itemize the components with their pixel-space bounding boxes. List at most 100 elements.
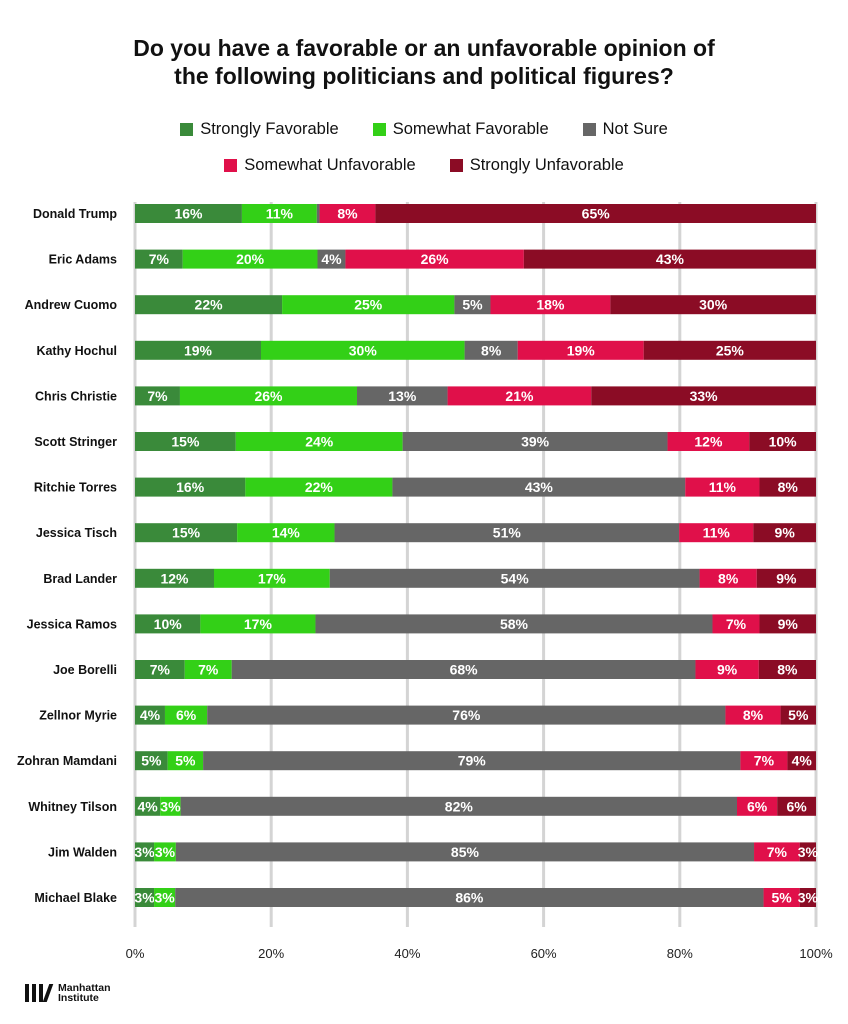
data-label-chris-christie-strongly-unfavorable: 33% [690, 388, 719, 404]
bar-chris-christie-somewhat-unfavorable [447, 386, 592, 406]
data-label-jim-walden-strongly-favorable: 3% [134, 844, 155, 860]
data-label-jim-walden-strongly-unfavorable: 3% [798, 844, 819, 860]
bar-kathy-hochul-somewhat-unfavorable [517, 340, 644, 360]
row-label-andrew-cuomo: Andrew Cuomo [25, 298, 118, 312]
bar-chris-christie-not-sure [357, 386, 448, 406]
x-tick-label-80: 80% [667, 946, 693, 961]
bar-zellnor-myrie-strongly-unfavorable [780, 705, 816, 725]
legend-label-strongly-favorable: Strongly Favorable [200, 120, 339, 138]
bar-scott-stringer-somewhat-favorable [235, 432, 403, 451]
bar-michael-blake-strongly-unfavorable [799, 888, 816, 907]
bar-joe-borelli-strongly-unfavorable [758, 660, 816, 679]
logo-text-line-2: Institute [58, 992, 99, 1004]
bar-donald-trump-strongly-favorable [135, 204, 242, 223]
bar-donald-trump-somewhat-unfavorable [319, 204, 376, 223]
data-label-andrew-cuomo-strongly-unfavorable: 30% [699, 297, 728, 313]
row-label-joe-borelli: Joe Borelli [53, 663, 117, 677]
bar-zohran-mamdani-strongly-favorable [135, 751, 168, 771]
data-label-zellnor-myrie-somewhat-favorable: 6% [176, 707, 197, 723]
data-label-jessica-ramos-somewhat-unfavorable: 7% [726, 616, 747, 632]
data-label-brad-lander-strongly-unfavorable: 9% [776, 570, 797, 586]
data-label-chris-christie-not-sure: 13% [388, 388, 417, 404]
bar-jessica-ramos-strongly-unfavorable [759, 614, 816, 634]
data-label-michael-blake-not-sure: 86% [455, 890, 484, 906]
data-label-jessica-ramos-somewhat-favorable: 17% [244, 616, 273, 632]
row-label-brad-lander: Brad Lander [43, 572, 117, 586]
bar-michael-blake-somewhat-favorable [154, 888, 176, 907]
data-label-jim-walden-not-sure: 85% [451, 844, 480, 860]
row-label-jessica-ramos: Jessica Ramos [27, 617, 117, 631]
bar-joe-borelli-strongly-favorable [135, 660, 185, 679]
row-label-ritchie-torres: Ritchie Torres [34, 481, 117, 495]
legend-row-1: Strongly Favorable Somewhat Favorable No… [0, 120, 848, 139]
row-label-zohran-mamdani: Zohran Mamdani [17, 754, 117, 768]
bar-zellnor-myrie-not-sure [207, 705, 726, 725]
bar-ritchie-torres-strongly-unfavorable [759, 477, 816, 497]
bar-eric-adams-strongly-unfavorable [523, 249, 816, 269]
data-label-scott-stringer-not-sure: 39% [521, 434, 550, 450]
row-label-donald-trump: Donald Trump [33, 207, 117, 221]
data-label-andrew-cuomo-not-sure: 5% [462, 297, 483, 313]
data-label-whitney-tilson-strongly-favorable: 4% [137, 798, 158, 814]
bar-donald-trump-somewhat-favorable [241, 204, 317, 223]
x-tick-label-0: 0% [126, 946, 145, 961]
bar-michael-blake-strongly-favorable [135, 888, 155, 907]
data-label-jessica-ramos-strongly-favorable: 10% [154, 616, 183, 632]
bar-andrew-cuomo-somewhat-favorable [282, 295, 455, 315]
data-label-michael-blake-somewhat-unfavorable: 5% [771, 890, 792, 906]
bar-kathy-hochul-strongly-favorable [135, 340, 261, 360]
bar-scott-stringer-strongly-unfavorable [749, 432, 816, 451]
data-label-eric-adams-not-sure: 4% [321, 251, 342, 267]
data-label-kathy-hochul-strongly-favorable: 19% [184, 342, 213, 358]
bar-joe-borelli-somewhat-unfavorable [695, 660, 759, 679]
legend-swatch-somewhat-unfavorable [224, 159, 238, 172]
bar-jim-walden-somewhat-favorable [154, 842, 176, 862]
legend-swatch-not-sure [582, 123, 596, 136]
bar-kathy-hochul-strongly-unfavorable [643, 340, 816, 360]
bar-whitney-tilson-somewhat-favorable [160, 796, 181, 816]
data-label-zohran-mamdani-strongly-unfavorable: 4% [792, 753, 813, 769]
data-label-joe-borelli-strongly-favorable: 7% [150, 662, 171, 678]
bar-whitney-tilson-strongly-favorable [135, 796, 161, 816]
data-label-scott-stringer-somewhat-favorable: 24% [305, 434, 334, 450]
bar-jessica-tisch-not-sure [334, 523, 680, 543]
data-label-michael-blake-somewhat-favorable: 3% [155, 890, 176, 906]
legend-item-strongly-favorable: Strongly Favorable [180, 120, 339, 139]
data-label-chris-christie-strongly-favorable: 7% [147, 388, 168, 404]
bar-brad-lander-strongly-unfavorable [756, 568, 816, 588]
bar-jessica-tisch-somewhat-unfavorable [679, 523, 754, 543]
bar-brad-lander-somewhat-favorable [213, 568, 330, 588]
bar-kathy-hochul-somewhat-favorable [260, 340, 465, 360]
bar-ritchie-torres-strongly-favorable [135, 477, 246, 497]
bar-jim-walden-not-sure [175, 842, 755, 862]
legend-label-somewhat-favorable: Somewhat Favorable [392, 120, 549, 138]
data-label-jessica-tisch-somewhat-favorable: 14% [272, 525, 301, 541]
bar-whitney-tilson-strongly-unfavorable [777, 796, 816, 816]
data-label-scott-stringer-somewhat-unfavorable: 12% [694, 434, 723, 450]
x-tick-label-20: 20% [258, 946, 284, 961]
bar-zellnor-myrie-somewhat-unfavorable [725, 705, 781, 725]
bar-zohran-mamdani-somewhat-unfavorable [740, 751, 788, 771]
bar-jessica-tisch-strongly-favorable [135, 523, 238, 543]
row-label-chris-christie: Chris Christie [35, 389, 117, 403]
bar-brad-lander-not-sure [329, 568, 700, 588]
bar-ritchie-torres-somewhat-unfavorable [685, 477, 760, 497]
data-label-brad-lander-somewhat-unfavorable: 8% [718, 570, 739, 586]
data-label-ritchie-torres-strongly-unfavorable: 8% [778, 479, 799, 495]
bar-ritchie-torres-somewhat-favorable [245, 477, 393, 497]
data-label-ritchie-torres-somewhat-unfavorable: 11% [709, 479, 737, 495]
data-label-whitney-tilson-strongly-unfavorable: 6% [786, 798, 807, 814]
row-label-whitney-tilson: Whitney Tilson [28, 800, 117, 814]
bar-brad-lander-strongly-favorable [135, 568, 214, 588]
bar-andrew-cuomo-somewhat-unfavorable [490, 295, 611, 315]
data-label-jessica-tisch-somewhat-unfavorable: 11% [703, 525, 731, 541]
data-label-jim-walden-somewhat-unfavorable: 7% [767, 844, 788, 860]
bar-jim-walden-strongly-favorable [135, 842, 155, 862]
bar-jessica-tisch-somewhat-favorable [237, 523, 335, 543]
legend-item-somewhat-favorable: Somewhat Favorable [372, 120, 549, 139]
chart-title: Do you have a favorable or an unfavorabl… [0, 34, 848, 90]
data-label-jessica-tisch-not-sure: 51% [493, 525, 522, 541]
bar-scott-stringer-not-sure [402, 432, 668, 451]
data-label-jim-walden-somewhat-favorable: 3% [155, 844, 176, 860]
legend-swatch-strongly-unfavorable [449, 159, 463, 172]
